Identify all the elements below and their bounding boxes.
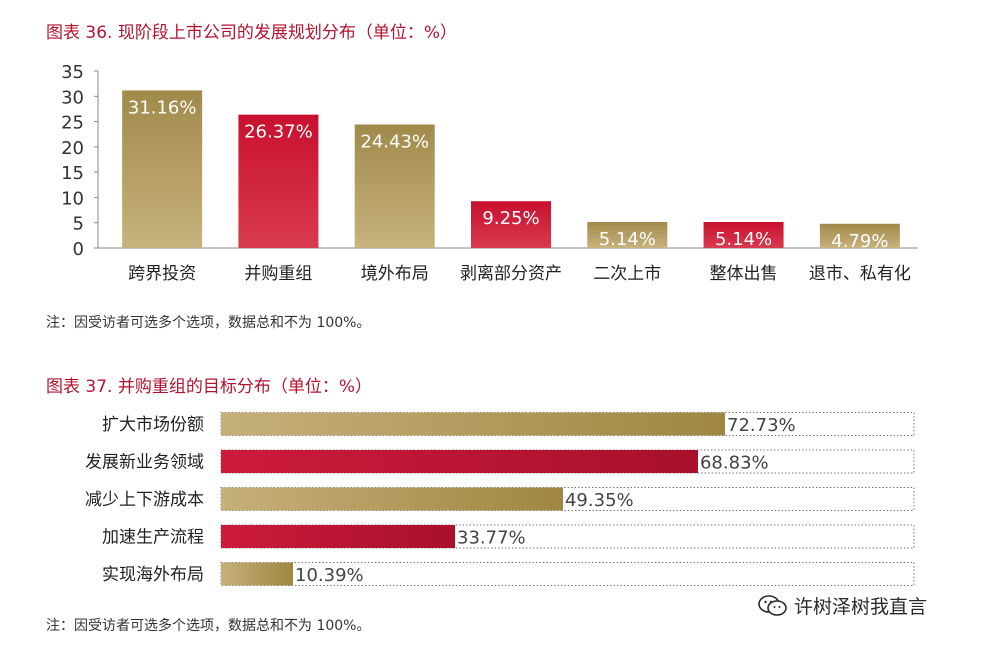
y-tick-label: 35: [61, 62, 84, 83]
bar-value-label: 4.79%: [831, 231, 888, 252]
bar-5: [587, 222, 668, 248]
bar-3: [354, 124, 435, 248]
hbar-value-label: 10.39%: [295, 565, 364, 586]
hbar-value-label: 33.77%: [457, 528, 526, 549]
chart-37-title: 图表 37. 并购重组的目标分布（单位：%）: [46, 377, 372, 397]
watermark-text: 许树泽树我直言: [794, 596, 928, 618]
x-category-label: 跨界投资: [128, 264, 196, 284]
x-category-label: 剥离部分资产: [460, 264, 562, 284]
x-category-label: 境外布局: [361, 264, 429, 284]
wechat-icon: [758, 594, 787, 616]
hbar-value-label: 49.35%: [565, 490, 634, 511]
hbar-2: [221, 450, 698, 473]
hbar-5: [221, 562, 294, 586]
bar-2: [238, 114, 319, 248]
y-category-label: 实现海外布局: [102, 565, 204, 585]
bar-value-label: 24.43%: [360, 131, 429, 152]
y-tick-label: 30: [61, 87, 84, 108]
y-tick-label: 15: [61, 163, 84, 184]
bar-6: [703, 222, 784, 248]
chart-36-title: 图表 36. 现阶段上市公司的发展规划分布（单位：%）: [46, 23, 457, 43]
y-category-label: 加速生产流程: [102, 528, 204, 548]
bar-track: [220, 524, 915, 549]
y-category-label: 发展新业务领域: [85, 453, 204, 473]
y-tick-label: 5: [73, 214, 84, 235]
chart-36-vertical-bar-chart: 0 5 10 15 20 25 30 35 31.16% 跨界投资 26.37% 并购重组 24.43%…: [61, 62, 918, 284]
bar-value-label: 31.16%: [128, 97, 197, 118]
y-tick-label: 0: [73, 239, 84, 260]
hbar-value-label: 72.73%: [727, 415, 796, 436]
y-category-label: 扩大市场份额: [102, 415, 204, 435]
hbar-3: [221, 487, 563, 511]
bar-track: [220, 562, 915, 586]
bar-1: [122, 90, 203, 248]
bar-track: [220, 487, 915, 511]
y-category-label: 减少上下游成本: [85, 490, 204, 510]
y-tick-label: 20: [61, 138, 84, 159]
bar-value-label: 5.14%: [599, 229, 656, 250]
bar-value-label: 26.37%: [244, 122, 313, 143]
bar-value-label: 9.25%: [482, 208, 539, 229]
x-category-label: 二次上市: [593, 264, 661, 284]
x-category-label: 并购重组: [244, 264, 312, 284]
y-tick-label: 10: [61, 188, 84, 209]
bar-value-label: 5.14%: [715, 229, 772, 250]
x-category-label: 整体出售: [710, 264, 778, 284]
hbar-value-label: 68.83%: [700, 453, 769, 474]
chart-36-note: 注：因受访者可选多个选项，数据总和不为 100%。: [46, 315, 371, 331]
hbar-1: [221, 412, 726, 436]
bar-7: [819, 223, 900, 248]
hbar-4: [221, 525, 456, 548]
watermark: 许树泽树我直言: [758, 592, 927, 619]
chart-37-note: 注：因受访者可选多个选项，数据总和不为 100%。: [46, 618, 371, 634]
x-category-label: 退市、私有化: [809, 264, 911, 284]
bar-4: [471, 201, 551, 248]
y-tick-label: 25: [61, 113, 84, 134]
